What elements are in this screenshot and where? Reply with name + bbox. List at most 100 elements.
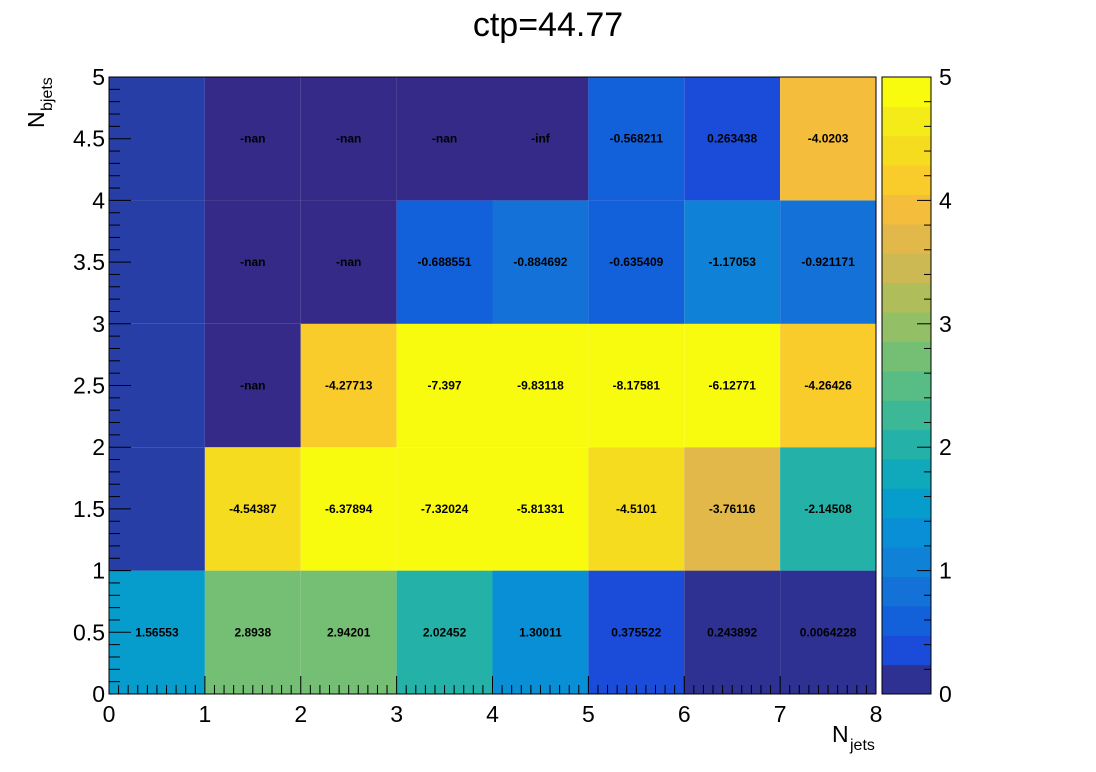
heatmap-cell: [588, 77, 685, 201]
heatmap-cell: [780, 447, 876, 571]
x-tick-label: 6: [678, 701, 691, 727]
x-tick-label: 5: [582, 701, 595, 727]
y-tick-label: 2: [92, 434, 105, 460]
color-scale-tick-label: 4: [939, 187, 952, 213]
cell-value-label: 2.94201: [327, 625, 371, 639]
cell-value-label: -0.921171: [801, 255, 855, 269]
cell-value-label: 2.8938: [234, 625, 271, 639]
cell-value-label: 0.0064228: [800, 625, 857, 639]
color-scale-band: [882, 106, 931, 137]
color-scale-band: [882, 341, 931, 372]
y-axis-label: N bjets: [23, 77, 56, 128]
color-scale-band: [882, 458, 931, 489]
color-scale-band: [882, 605, 931, 636]
y-tick-label: 4: [92, 187, 105, 213]
heatmap-cell: [204, 200, 301, 324]
cell-value-label: 2.02452: [423, 625, 467, 639]
heatmap-cell: [684, 77, 781, 201]
color-scale-tick-label: 3: [939, 311, 952, 337]
color-scale-tick-label: 5: [939, 64, 952, 90]
color-scale-frame: [881, 76, 932, 695]
cell-value-label: 0.243892: [707, 625, 757, 639]
heatmap-cell: [492, 570, 589, 694]
y-tick-label: 3.5: [73, 249, 105, 275]
color-scale-band: [882, 576, 931, 607]
cell-value-label: -4.54387: [229, 502, 277, 516]
heatmap-cell: [396, 77, 493, 201]
cell-value-label: -8.17581: [613, 379, 661, 393]
color-scale-band: [882, 253, 931, 284]
cell-value-label: -nan: [336, 132, 361, 146]
cell-value-label: -9.83118: [517, 379, 564, 393]
cell-value-label: -7.32024: [421, 502, 469, 516]
heatmap-cell: [300, 570, 397, 694]
heatmap-cell: [396, 447, 493, 571]
heatmap-cell: [588, 570, 685, 694]
color-scale-tick-label: 2: [939, 434, 952, 460]
heatmap-cell: [492, 200, 589, 324]
cell-value-label: -nan: [240, 379, 265, 393]
heatmap-cell: [204, 77, 301, 201]
cell-value-label: -nan: [240, 132, 265, 146]
color-scale-band: [882, 635, 931, 666]
cell-labels: 1.56553 2.8938 2.94201 2.02452 1.30011 0.3755…: [135, 132, 857, 640]
cell-value-label: -nan: [240, 255, 265, 269]
cell-value-label: -1.17053: [709, 255, 757, 269]
y-tick-label: 0: [92, 681, 105, 707]
color-scale-band: [882, 370, 931, 401]
heatmap-cell: [588, 323, 685, 448]
heatmap-cell: [204, 447, 301, 571]
heatmap-cell: [300, 323, 397, 448]
cell-value-label: -3.76116: [709, 502, 756, 516]
y-tick-label: 1: [92, 558, 105, 584]
cell-value-label: -0.884692: [513, 255, 567, 269]
color-scale-band: [882, 282, 931, 313]
color-scale-band: [882, 664, 931, 695]
cell-value-label: -6.12771: [709, 379, 757, 393]
x-axis: 0 1 2 3 4 5 6 7 8: [103, 676, 883, 727]
heatmap-cells: [109, 77, 876, 694]
heatmap-cell: [780, 200, 876, 324]
color-scale-band: [882, 547, 931, 577]
cell-value-label: 1.56553: [135, 625, 179, 639]
y-axis: 0 0.5 1 1.5 2 2.5 3 3.5 4 4.5 5: [73, 64, 131, 707]
x-tick-label: 2: [294, 701, 307, 727]
heatmap-cell: [588, 447, 685, 571]
x-axis-label: N jets: [832, 721, 875, 754]
cell-value-label: 1.30011: [519, 625, 562, 639]
y-axis-label-main: N: [23, 111, 49, 128]
color-scale-band: [882, 400, 931, 431]
cell-value-label: -0.688551: [418, 255, 472, 269]
cell-value-label: -0.635409: [609, 255, 663, 269]
x-tick-label: 4: [486, 701, 499, 727]
color-scale-band: [882, 429, 931, 460]
x-tick-label: 7: [774, 701, 787, 727]
cell-value-label: -0.568211: [610, 132, 664, 146]
chart-title: ctp=44.77: [473, 6, 623, 44]
cell-value-label: -4.0203: [808, 132, 849, 146]
color-scale: [882, 77, 931, 695]
y-tick-label: 2.5: [73, 373, 105, 399]
color-scale-band: [882, 488, 931, 519]
heatmap-cell: [300, 447, 397, 571]
heatmap-cell: [300, 200, 397, 324]
color-scale-band: [882, 223, 931, 254]
y-tick-label: 1.5: [73, 496, 105, 522]
cell-value-label: -6.37894: [325, 502, 373, 516]
x-axis-label-main: N: [832, 721, 849, 747]
color-scale-band: [882, 194, 931, 225]
x-tick-label: 0: [103, 701, 116, 727]
cell-value-label: -inf: [531, 132, 551, 146]
color-scale-tick-label: 1: [939, 558, 952, 584]
heatmap-cell: [684, 447, 781, 571]
heatmap-cell: [300, 77, 397, 201]
y-tick-label: 3: [92, 311, 105, 337]
cell-value-label: -4.5101: [616, 502, 657, 516]
color-scale-band: [882, 77, 931, 107]
x-tick-label: 8: [870, 701, 883, 727]
heatmap-cell: [492, 323, 589, 448]
cell-value-label: 0.375522: [611, 625, 661, 639]
y-tick-label: 5: [92, 64, 105, 90]
heatmap-cell: [588, 200, 685, 324]
